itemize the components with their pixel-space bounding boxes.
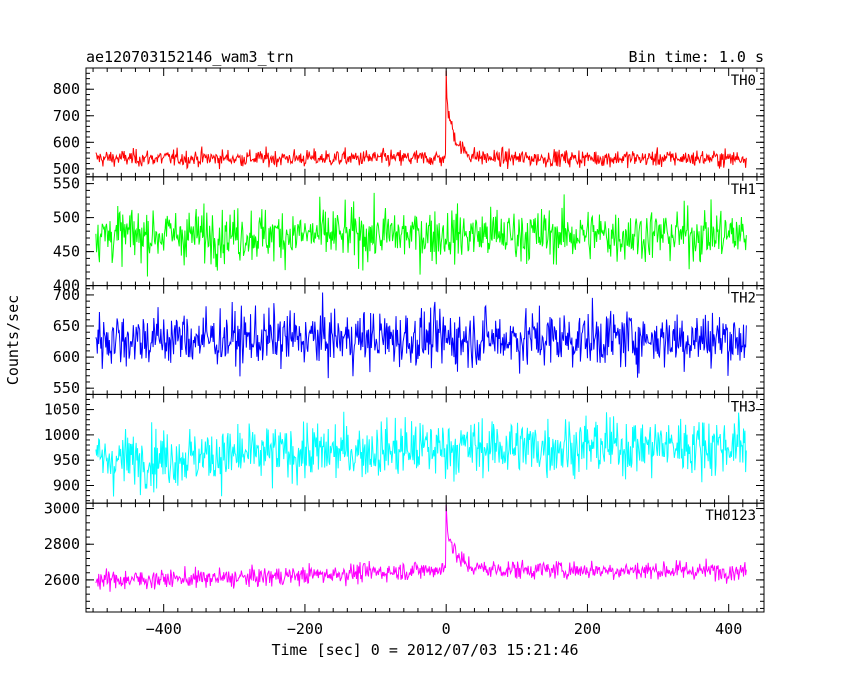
panel-th2: 550 600 650 700 TH2 <box>53 285 765 397</box>
y-tick-label: 550 <box>53 175 80 193</box>
x-tick-label: 0 <box>442 620 451 638</box>
y-tick-label: 450 <box>53 243 80 261</box>
panel-name-label: TH0 <box>731 73 756 89</box>
y-tick-label: 2800 <box>44 535 80 553</box>
y-tick-label: 400 <box>53 277 80 295</box>
x-axis: −400 −200 0 200 400 <box>146 620 743 638</box>
panel-name-label: TH3 <box>731 399 756 415</box>
series-line-th3 <box>95 411 747 497</box>
chart-title: ae120703152146_wam3_trn <box>86 48 294 66</box>
y-tick-label: 500 <box>53 209 80 227</box>
panel-name-label: TH1 <box>731 182 756 198</box>
x-tick-label: −400 <box>146 620 182 638</box>
y-tick-label: 800 <box>53 80 80 98</box>
y-tick-label: 3000 <box>44 500 80 518</box>
series-line-th1 <box>95 192 747 277</box>
y-tick-label: 2600 <box>44 571 80 589</box>
y-tick-label: 650 <box>53 317 80 335</box>
y-tick-label: 950 <box>53 451 80 469</box>
panel-frame <box>85 502 765 613</box>
chart-subtitle: Bin time: 1.0 s <box>629 48 764 66</box>
series-line-th0 <box>95 70 747 170</box>
panel-th3: 900 950 1000 1050 TH3 <box>44 393 765 504</box>
y-axis-label: Counts/sec <box>4 295 22 385</box>
x-axis-label: Time [sec] 0 = 2012/07/03 15:21:46 <box>271 641 578 659</box>
y-tick-label: 1000 <box>44 426 80 444</box>
series-line-th2 <box>95 292 747 379</box>
series-line-th0123 <box>95 504 747 592</box>
x-tick-label: 400 <box>715 620 742 638</box>
panel-th1: 400 450 500 550 TH1 <box>53 175 765 295</box>
y-tick-label: 700 <box>53 286 80 304</box>
y-tick-label: 600 <box>53 348 80 366</box>
panel-th0123: 2600 2800 3000 TH0123 <box>44 500 765 613</box>
x-tick-label: 200 <box>574 620 601 638</box>
y-tick-label: 550 <box>53 379 80 397</box>
y-tick-label: 600 <box>53 133 80 151</box>
panel-name-label: TH2 <box>731 291 756 307</box>
y-tick-label: 700 <box>53 107 80 125</box>
panel-th0: 500 600 700 800 TH0 <box>53 67 765 178</box>
x-tick-label: −200 <box>287 620 323 638</box>
y-tick-label: 900 <box>53 476 80 494</box>
y-tick-label: 1050 <box>44 401 80 419</box>
y-tick-label: 500 <box>53 160 80 178</box>
panel-name-label: TH0123 <box>705 508 756 524</box>
